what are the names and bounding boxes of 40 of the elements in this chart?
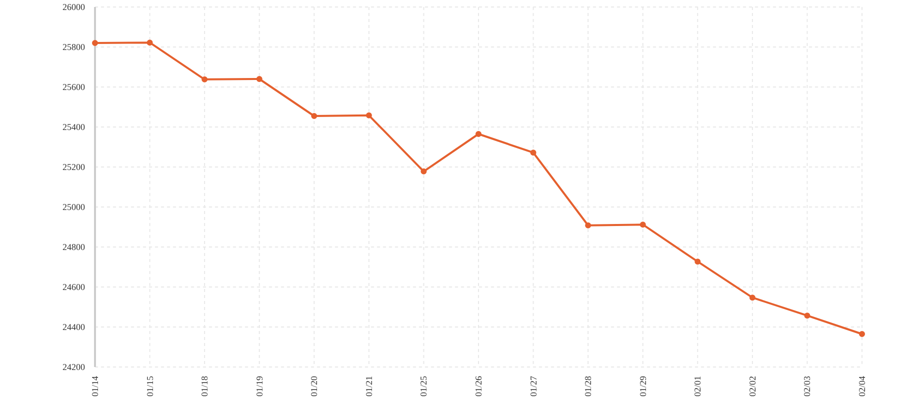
point bbox=[640, 222, 646, 228]
point bbox=[146, 40, 153, 46]
x-tick-label: 02/03 bbox=[802, 376, 812, 397]
point bbox=[585, 222, 592, 228]
x-tick-label: 02/04 bbox=[857, 376, 867, 397]
point bbox=[749, 294, 756, 301]
y-tick-label: 25600 bbox=[62, 82, 86, 92]
y-tick-label: 24600 bbox=[62, 282, 86, 292]
x-tick-label: 01/14 bbox=[90, 376, 100, 397]
point bbox=[804, 312, 810, 319]
x-tick-label: 01/28 bbox=[583, 376, 594, 397]
point bbox=[256, 76, 262, 82]
y-tick-label: 25400 bbox=[62, 122, 86, 132]
x-tick-label: 01/29 bbox=[638, 376, 648, 397]
x-tick-label: 01/20 bbox=[309, 376, 320, 397]
point bbox=[530, 150, 536, 156]
x-tick-label: 01/25 bbox=[418, 376, 429, 397]
point bbox=[476, 131, 482, 137]
x-tick-label: 02/01 bbox=[692, 376, 703, 397]
x-tick-label: 02/02 bbox=[747, 376, 758, 397]
y-tick-label: 24800 bbox=[62, 242, 86, 252]
x-tick-label: 01/21 bbox=[364, 376, 374, 397]
point bbox=[859, 331, 865, 337]
y-tick-label: 25000 bbox=[62, 202, 86, 212]
x-tick-label: 01/15 bbox=[144, 376, 155, 397]
x-tick-label: 01/19 bbox=[254, 376, 264, 397]
y-tick-label: 26000 bbox=[62, 2, 86, 12]
y-tick-label: 24400 bbox=[62, 322, 86, 332]
y-tick-label: 24200 bbox=[62, 362, 86, 372]
point bbox=[366, 112, 372, 118]
x-tick-label: 01/26 bbox=[474, 376, 484, 397]
y-tick-label: 25200 bbox=[62, 162, 86, 172]
point bbox=[311, 113, 318, 119]
point bbox=[202, 76, 208, 82]
x-tick-label: 01/27 bbox=[528, 376, 538, 397]
point bbox=[92, 40, 98, 46]
y-tick-label: 25800 bbox=[62, 42, 86, 52]
point bbox=[420, 168, 427, 174]
x-tick-label: 01/18 bbox=[200, 376, 210, 397]
point bbox=[694, 258, 701, 265]
